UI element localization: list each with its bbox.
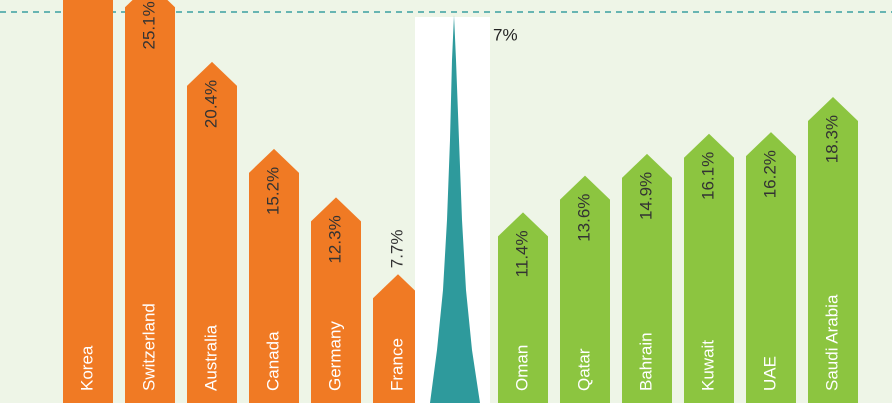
value-label: 16.1%: [698, 152, 717, 200]
category-label: Germany: [325, 321, 344, 391]
bar: [187, 61, 237, 403]
value-label: 20.4%: [201, 80, 220, 128]
category-label: Bahrain: [636, 332, 655, 391]
value-label: 18.3%: [822, 115, 841, 163]
bar: [684, 133, 734, 403]
category-label: Canada: [263, 331, 282, 391]
category-label: Oman: [512, 345, 531, 391]
bar: [560, 175, 610, 403]
tower: [415, 15, 490, 403]
bar: [311, 197, 361, 403]
category-label: Kuwait: [698, 340, 717, 391]
category-label: UAE: [760, 356, 779, 391]
bar: [498, 212, 548, 403]
category-label: Saudi Arabia: [822, 294, 841, 391]
tower-shape: [430, 15, 480, 403]
bar: [808, 96, 858, 403]
annotation: 7%: [493, 25, 518, 44]
category-label: Korea: [77, 345, 96, 391]
value-label: 25.1%: [139, 1, 158, 49]
value-label: 14.9%: [636, 172, 655, 220]
bar: [63, 0, 113, 403]
category-label: Qatar: [574, 348, 593, 391]
value-label: 12.3%: [325, 215, 344, 263]
value-label: 7.7%: [387, 229, 406, 268]
bar: [622, 153, 672, 403]
bar: [249, 148, 299, 403]
bar: [125, 0, 175, 403]
category-label: Switzerland: [139, 303, 158, 391]
value-label: 16.2%: [760, 150, 779, 198]
value-label: 13.6%: [574, 194, 593, 242]
bar: [373, 274, 423, 403]
category-label: Australia: [201, 324, 220, 391]
value-label: 11.4%: [512, 230, 531, 277]
category-label: France: [387, 338, 406, 391]
value-label: 15.2%: [263, 167, 282, 215]
bar: [746, 132, 796, 403]
